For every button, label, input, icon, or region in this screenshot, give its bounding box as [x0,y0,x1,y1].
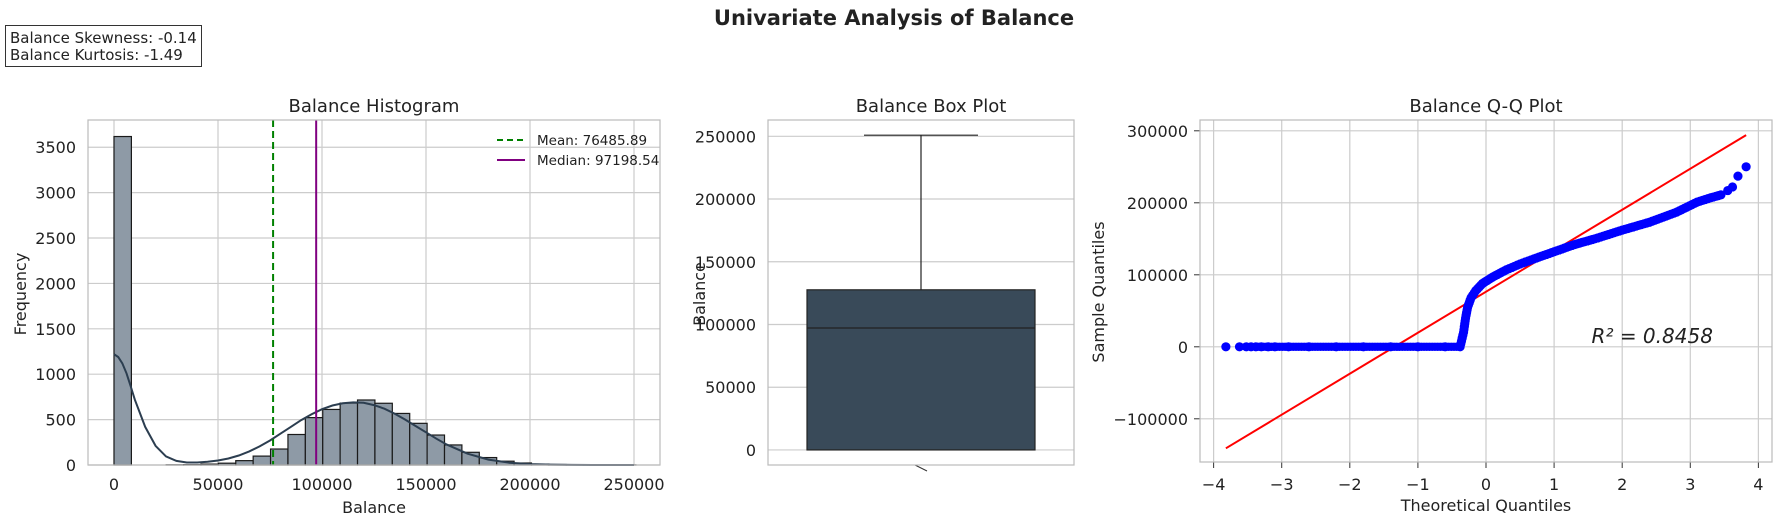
qq-grid [1200,120,1772,462]
qq-x-tick-label: 0 [1481,475,1491,494]
qq-x-tick-label: 3 [1685,475,1695,494]
qq-x-tick-label: −2 [1338,475,1362,494]
boxplot-y-tick-label: 0 [746,441,756,460]
boxplot-y-tick-label: 250000 [695,127,756,146]
qq-point [1283,342,1294,352]
histogram-y-tick-label: 3500 [35,138,76,157]
qq-point [1386,342,1396,352]
qq-ylabel: Sample Quantiles [1089,221,1108,362]
histogram-bar [287,433,306,466]
qq-point [1440,342,1450,352]
histogram-y-tick-label: 3000 [35,184,76,203]
histogram-bar [235,460,254,466]
histogram-kde [113,353,634,466]
stats-box: Balance Skewness: -0.14 Balance Kurtosis… [5,25,202,67]
figure-suptitle: Univariate Analysis of Balance [714,6,1074,30]
qq-point [1263,342,1273,352]
histogram-panel: Balance Histogram Balance Frequency 0 500… [11,96,665,517]
histogram-y-tick-label: 2500 [35,229,76,248]
boxplot-y-tick-label: 100000 [695,315,756,334]
histogram-y-tick-label: 1500 [35,320,76,339]
boxplot-y-tick-label: 150000 [695,253,756,272]
histogram-reference-lines [272,120,318,465]
qq-point [1741,162,1751,172]
qq-panel: Balance Q-Q Plot Theoretical Quantiles S… [1089,96,1773,515]
qq-y-tick-label: 0 [1178,338,1188,357]
qq-frame [1199,119,1773,463]
qq-ticks: −4 −3 −2 −1 0 1 2 3 4 −100000 0 100000 200000 300000 [1114,122,1764,494]
qq-point [1358,342,1369,352]
qq-y-tick-label: 100000 [1127,266,1188,285]
qq-point [1716,190,1726,200]
histogram-kde-curve [113,353,634,466]
qq-title: Balance Q-Q Plot [1409,96,1562,117]
histogram-x-tick-label: 0 [109,475,119,494]
qq-x-tick-label: −1 [1406,475,1430,494]
histogram-x-tick-label: 150000 [395,475,456,494]
qq-y-tick-label: 300000 [1127,122,1188,141]
boxplot-frame [767,119,1075,466]
histogram-title: Balance Histogram [289,96,460,117]
histogram-bar [322,408,341,466]
boxplot-x-tick [914,464,928,472]
qq-point [1270,342,1280,352]
histogram-y-tick-label: 2000 [35,274,76,293]
histogram-bar [252,455,272,466]
qq-point [1256,342,1266,352]
histogram-x-tick-label: 100000 [291,475,352,494]
qq-x-tick-label: 1 [1549,475,1559,494]
histogram-bar [374,402,393,466]
boxplot-box [806,289,1036,451]
qq-x-tick-label: −3 [1270,475,1294,494]
qq-fit-line [1225,134,1747,450]
qq-point [1331,342,1341,352]
boxplot-y-tick-label: 50000 [705,378,756,397]
kurtosis-text: Balance Kurtosis: -1.49 [10,46,183,64]
boxplot-y-tick-label: 200000 [695,190,756,209]
boxplot-ticks: 0 50000 100000 150000 200000 250000 [695,127,928,472]
boxplot-ylabel: Balance [690,262,709,326]
qq-point [1234,342,1245,352]
histogram-y-tick-label: 0 [66,456,76,475]
histogram-bar [426,434,446,466]
qq-points [1221,162,1751,352]
qq-point [1727,182,1738,192]
qq-xlabel: Theoretical Quantiles [1400,496,1572,515]
qq-x-tick-label: 4 [1753,475,1763,494]
skewness-text: Balance Skewness: -0.14 [10,29,197,47]
qq-point [1221,342,1231,352]
legend-median-label: Median: 97198.54 [537,153,659,169]
boxplot-body [806,134,1036,451]
qq-x-tick-label: 2 [1617,475,1627,494]
qq-y-tick-label: −100000 [1114,410,1188,429]
histogram-y-tick-label: 500 [45,411,76,430]
histogram-bar [304,417,324,466]
histogram-grid [88,120,660,466]
qq-r2-annotation: R² = 0.8458 [1592,324,1713,348]
qq-reference-line [1225,134,1747,450]
histogram-bar [113,135,132,466]
histogram-xlabel: Balance [342,498,406,517]
histogram-x-tick-label: 250000 [603,475,664,494]
histogram-legend: Mean: 76485.89 Median: 97198.54 [497,133,659,169]
legend-mean-label: Mean: 76485.89 [537,133,647,149]
boxplot-panel: Balance Box Plot Balance 0 50000 100000 150… [690,96,1075,472]
histogram-ylabel: Frequency [11,253,30,336]
histogram-x-tick-label: 200000 [499,475,560,494]
qq-y-tick-label: 200000 [1127,194,1188,213]
histogram-frame [87,119,661,466]
qq-x-tick-label: −4 [1202,475,1226,494]
histogram-bar [356,399,376,466]
histogram-ticks: 0 50000 100000 150000 200000 250000 0 500 1000 15… [35,138,664,494]
histogram-x-tick-label: 50000 [193,475,244,494]
qq-point [1304,342,1314,352]
qq-point [1733,171,1743,181]
boxplot-title: Balance Box Plot [856,96,1007,117]
histogram-bar [409,422,428,466]
histogram-bar [339,402,359,466]
qq-point [1413,342,1423,352]
histogram-bars [113,135,637,466]
histogram-y-tick-label: 1000 [35,365,76,384]
